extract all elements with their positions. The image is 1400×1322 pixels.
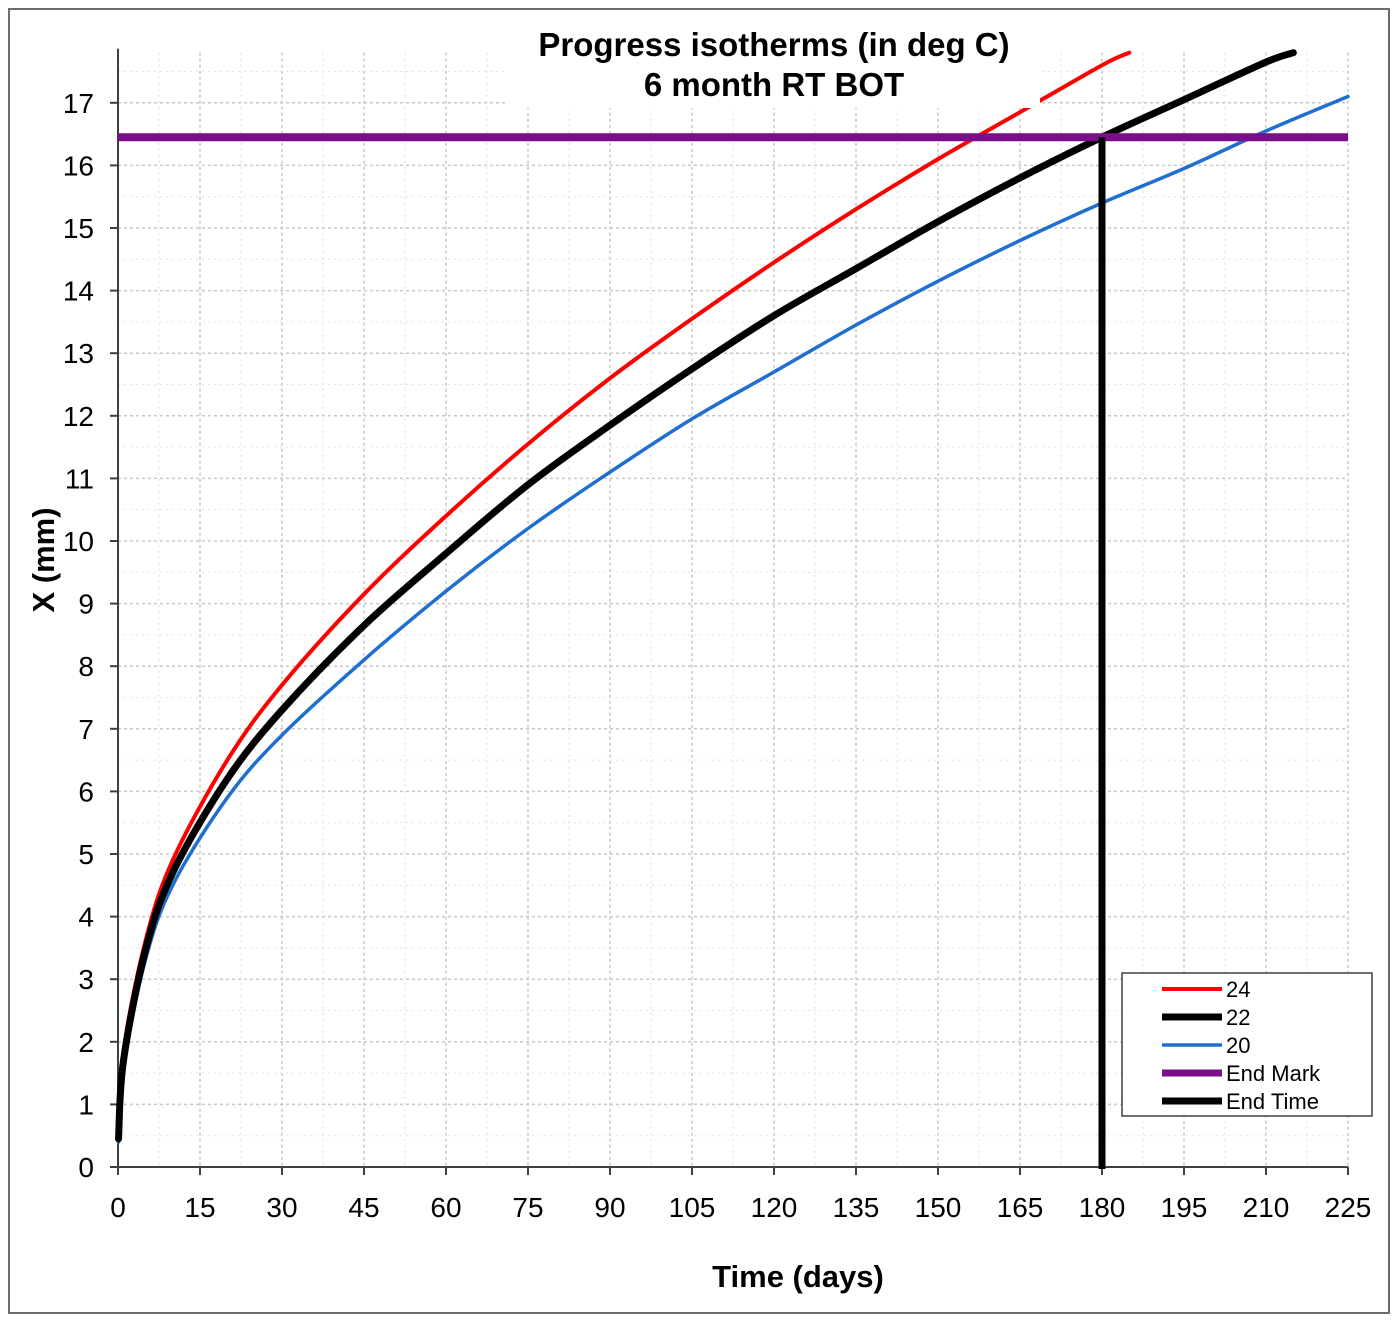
y-tick-label: 12 [63, 401, 94, 432]
y-tick-label: 16 [63, 150, 94, 181]
legend-label: 20 [1226, 1033, 1250, 1058]
x-tick-label: 120 [751, 1192, 798, 1223]
y-tick-label: 3 [78, 964, 94, 995]
series-line-24 [116, 50, 1132, 1138]
title-background [508, 20, 1040, 108]
x-tick-label: 165 [997, 1192, 1044, 1223]
y-tick-label: 17 [63, 88, 94, 119]
y-tick-label: 7 [78, 714, 94, 745]
x-tick-label: 0 [110, 1192, 126, 1223]
x-tick-label: 90 [594, 1192, 625, 1223]
y-tick-label: 4 [78, 902, 94, 933]
x-tick-label: 225 [1325, 1192, 1372, 1223]
y-tick-label: 5 [78, 839, 94, 870]
legend-label: 22 [1226, 1005, 1250, 1030]
x-tick-label: 195 [1161, 1192, 1208, 1223]
x-tick-label: 15 [184, 1192, 215, 1223]
legend-label: 24 [1226, 977, 1250, 1002]
axes: 0 15 30 45 60 75 90 105 120 135 150 165 180 195 210 225… [63, 48, 1372, 1223]
y-tick-label: 2 [78, 1027, 94, 1058]
legend-label: End Mark [1226, 1061, 1321, 1086]
y-tick-label: 10 [63, 526, 94, 557]
title-line-1: Progress isotherms (in deg C) [538, 26, 1009, 63]
x-tick-label: 60 [430, 1192, 461, 1223]
y-axis-title: X (mm) [26, 507, 61, 612]
legend-label: End Time [1226, 1089, 1319, 1114]
y-tick-label: 9 [78, 589, 94, 620]
x-tick-label: 135 [833, 1192, 880, 1223]
y-tick-label: 13 [63, 338, 94, 369]
y-tick-label: 6 [78, 776, 94, 807]
x-tick-label: 150 [915, 1192, 962, 1223]
legend: 24 22 20 End Mark End Time [1121, 972, 1373, 1117]
x-tick-label: 30 [266, 1192, 297, 1223]
y-tick-label: 15 [63, 213, 94, 244]
x-tick-label: 105 [669, 1192, 716, 1223]
chart-title: Progress isotherms (in deg C) 6 month RT… [508, 20, 1040, 108]
title-line-2: 6 month RT BOT [644, 66, 904, 103]
series-line-22 [115, 49, 1297, 1143]
x-tick-label: 180 [1079, 1192, 1126, 1223]
y-tick-label: 0 [78, 1152, 94, 1183]
x-tick-label: 45 [348, 1192, 379, 1223]
x-axis-title: Time (days) [712, 1259, 884, 1294]
x-tick-label: 210 [1243, 1192, 1290, 1223]
y-tick-label: 11 [65, 463, 94, 494]
y-tick-label: 14 [63, 276, 94, 307]
y-tick-label: 1 [78, 1089, 94, 1120]
y-tick-label: 8 [78, 651, 94, 682]
series-lines [115, 49, 1350, 1169]
x-tick-label: 75 [512, 1192, 543, 1223]
